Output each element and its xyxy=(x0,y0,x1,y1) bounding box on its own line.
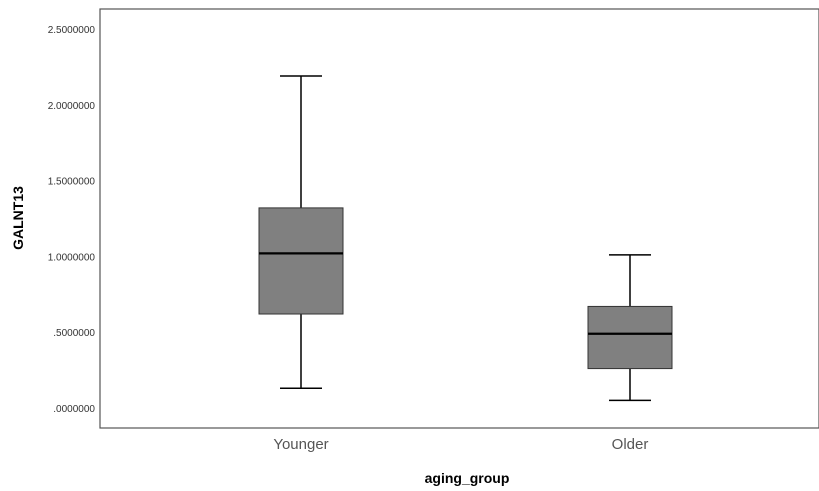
y-tick-label: .0000000 xyxy=(53,404,95,415)
x-category-label: Younger xyxy=(273,436,328,453)
boxes xyxy=(258,75,673,402)
y-tick-label: 1.5000000 xyxy=(48,177,96,188)
y-tick-label: 1.0000000 xyxy=(48,252,96,263)
box-older xyxy=(587,254,673,402)
plot-frame xyxy=(99,8,819,429)
y-tick-label: .5000000 xyxy=(53,328,95,339)
x-category-label: Older xyxy=(612,436,649,453)
iqr-box xyxy=(258,207,344,315)
x-axis-categories: Younger Older xyxy=(273,436,648,453)
iqr-box xyxy=(587,305,673,370)
y-axis-ticks: .0000000 .5000000 1.0000000 1.5000000 2.0000… xyxy=(48,25,96,415)
y-axis-title: GALNT13 xyxy=(10,186,26,250)
y-tick-label: 2.5000000 xyxy=(48,25,96,36)
y-tick-label: 2.0000000 xyxy=(48,101,96,112)
box-younger xyxy=(258,75,344,390)
x-axis-title: aging_group xyxy=(425,470,510,486)
